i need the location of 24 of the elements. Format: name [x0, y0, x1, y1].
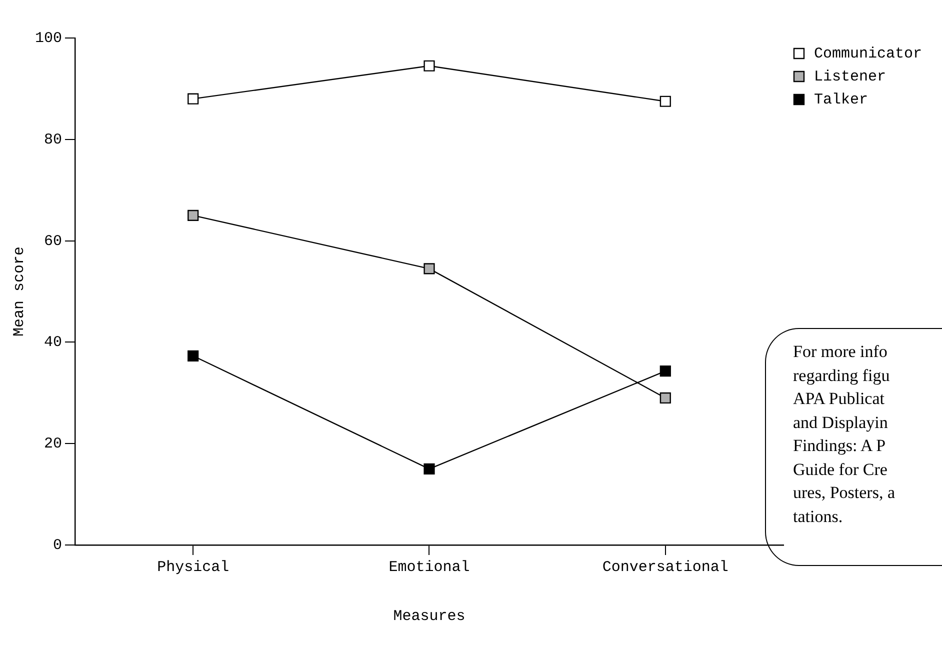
legend-label: Listener — [814, 68, 886, 86]
x-tick-label: Physical — [157, 558, 230, 576]
y-tick-label: 0 — [52, 536, 62, 554]
point — [660, 366, 671, 377]
y-tick-label: 80 — [44, 131, 62, 148]
legend-label: Talker — [814, 91, 868, 108]
point — [660, 96, 671, 107]
point — [188, 93, 199, 104]
y-tick-label: 40 — [44, 334, 62, 352]
text: For more info regarding figu APA Publicat and Displayin Findings: A P Guide for Cre ures, Posters, a tations. — [793, 341, 896, 528]
y-axis-title: Mean score — [10, 246, 28, 337]
x-tick-label: Emotional — [388, 558, 470, 576]
legend-label: Communicator — [814, 45, 922, 62]
y-tick-label: 60 — [44, 232, 62, 250]
point — [188, 210, 199, 221]
y-tick-label: 100 — [34, 30, 62, 47]
point — [424, 60, 435, 72]
point — [660, 392, 671, 404]
point — [424, 263, 435, 274]
x-tick-label: Conversational — [602, 558, 728, 576]
point — [188, 350, 199, 362]
point — [424, 463, 435, 474]
y-tick-label: 20 — [44, 436, 62, 453]
x-axis-title: Measures — [393, 608, 466, 625]
